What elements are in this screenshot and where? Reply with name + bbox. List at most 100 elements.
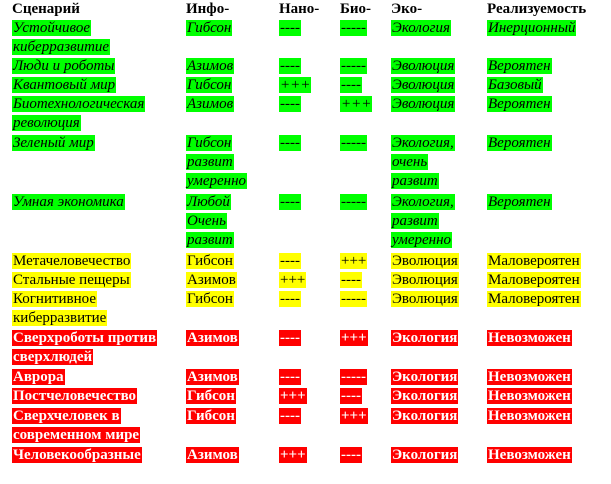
cell-info: Гибсон [186, 252, 234, 271]
cell-text: Человекообразные [12, 447, 142, 463]
cell-text: Невозможен [487, 330, 572, 346]
cell-text: киберразвитие [12, 39, 111, 55]
cell-text: Азимов [186, 447, 239, 463]
cell-info: Гибсон [186, 290, 234, 309]
cell-info: Гибсон [186, 387, 236, 406]
cell-text: Азимов [186, 369, 239, 385]
cell-nano: ---- [279, 134, 301, 153]
cell-text: ---- [279, 58, 301, 74]
cell-text: ---- [340, 272, 362, 288]
cell-bio: ----- [340, 368, 367, 387]
cell-text: Маловероятен [487, 253, 581, 269]
cell-info: Азимов [186, 329, 239, 348]
cell-text: Аврора [12, 369, 65, 385]
cell-text: Экология [391, 20, 451, 36]
cell-text: +++ [340, 408, 368, 424]
cell-scenario: Зеленый мир [12, 134, 95, 153]
cell-info: Любой Очень развит [186, 193, 234, 250]
cell-info: Азимов [186, 95, 235, 114]
cell-text: развит [391, 173, 439, 189]
cell-text: революция [12, 115, 81, 131]
cell-text: развит [391, 213, 439, 229]
cell-text: Гибсон [186, 77, 233, 93]
cell-feasibility: Инерционный [487, 19, 577, 38]
cell-info: Гибсон развит умеренно [186, 134, 248, 191]
cell-text: Вероятен [487, 96, 552, 112]
cell-scenario: Аврора [12, 368, 65, 387]
cell-info: Гибсон [186, 19, 233, 38]
cell-nano: ---- [279, 95, 301, 114]
cell-text: сверхлюдей [12, 349, 94, 365]
cell-info: Азимов [186, 368, 239, 387]
cell-text: умеренно [186, 173, 248, 189]
cell-feasibility: Невозможен [487, 368, 572, 387]
cell-text: Азимов [186, 58, 235, 74]
cell-scenario: Сверхроботы против сверхлюдей [12, 329, 158, 367]
cell-text: Инерционный [487, 20, 577, 36]
cell-feasibility: Невозможен [487, 407, 572, 426]
cell-bio: +++ [340, 252, 368, 271]
cell-text: Когнитивное [12, 291, 97, 307]
cell-text: очень [391, 154, 429, 170]
cell-nano: ---- [279, 290, 301, 309]
cell-feasibility: Вероятен [487, 134, 552, 153]
cell-text: Экология [391, 369, 459, 385]
cell-feasibility: Маловероятен [487, 290, 581, 309]
cell-scenario: Метачеловечество [12, 252, 132, 271]
cell-scenario: Человекообразные [12, 446, 142, 465]
cell-text: Эволюция [391, 96, 456, 112]
cell-eco: Эволюция [391, 57, 456, 76]
cell-text: Вероятен [487, 58, 552, 74]
cell-text: Умная экономика [12, 194, 125, 210]
cell-text: Постчеловечество [12, 388, 138, 404]
cell-text: Сверхроботы против [12, 330, 158, 346]
cell-text: +++ [340, 330, 368, 346]
cell-text: ---- [279, 253, 301, 269]
cell-text: Гибсон [186, 291, 234, 307]
cell-bio: ----- [340, 193, 367, 212]
cell-nano: ---- [279, 368, 301, 387]
cell-feasibility: Маловероятен [487, 271, 581, 290]
cell-text: Экология [391, 408, 459, 424]
cell-feasibility: Невозможен [487, 387, 572, 406]
cell-text: ---- [340, 447, 362, 463]
cell-text: Азимов [186, 330, 239, 346]
cell-text: Маловероятен [487, 291, 581, 307]
cell-text: ----- [340, 20, 367, 36]
cell-bio: ----- [340, 57, 367, 76]
cell-text: ----- [340, 291, 367, 307]
cell-nano: ---- [279, 407, 301, 426]
header-bio: Био- [340, 1, 372, 17]
cell-eco: Эволюция [391, 95, 456, 114]
cell-text: Устойчивое [12, 20, 92, 36]
cell-eco: Эволюция [391, 252, 459, 271]
cell-eco: Экология, развит умеренно [391, 193, 455, 250]
cell-text: Маловероятен [487, 272, 581, 288]
cell-text: Гибсон [186, 408, 236, 424]
cell-info: Азимов [186, 271, 237, 290]
cell-feasibility: Невозможен [487, 329, 572, 348]
cell-text: Гибсон [186, 388, 236, 404]
header-nano: Нано- [279, 1, 320, 17]
cell-bio: +++ [340, 95, 373, 114]
cell-text: ---- [279, 20, 301, 36]
cell-eco: Экология [391, 329, 459, 348]
cell-text: Очень [186, 213, 227, 229]
cell-eco: Экология [391, 407, 459, 426]
cell-text: Невозможен [487, 408, 572, 424]
cell-text: Азимов [186, 96, 235, 112]
cell-eco: Эволюция [391, 271, 459, 290]
cell-info: Гибсон [186, 76, 233, 95]
cell-text: Экология, [391, 135, 455, 151]
cell-feasibility: Невозможен [487, 446, 572, 465]
cell-bio: ---- [340, 271, 362, 290]
cell-scenario: Биотехнологическая революция [12, 95, 146, 133]
cell-text: Невозможен [487, 388, 572, 404]
cell-text: +++ [340, 96, 373, 112]
cell-text: ---- [340, 77, 362, 93]
cell-text: +++ [340, 253, 368, 269]
cell-text: ----- [340, 135, 367, 151]
cell-text: Невозможен [487, 369, 572, 385]
cell-text: Квантовый мир [12, 77, 117, 93]
cell-text: ----- [340, 369, 367, 385]
